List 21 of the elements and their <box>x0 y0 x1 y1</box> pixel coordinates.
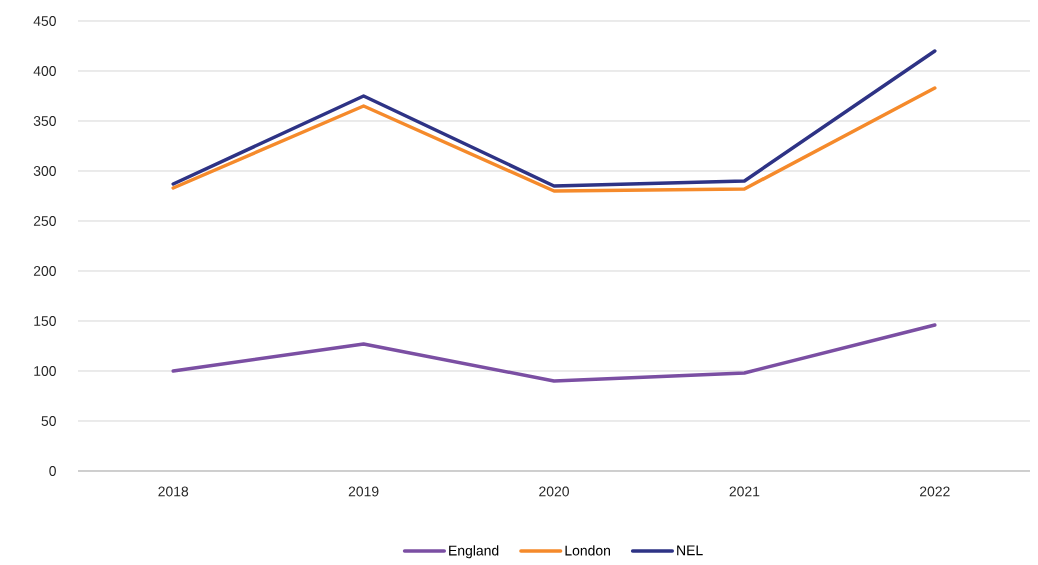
y-tick-label: 0 <box>49 466 56 476</box>
y-tick-label: 450 <box>33 16 56 26</box>
x-tick-label: 2018 <box>158 486 189 497</box>
y-tick-label: 400 <box>33 66 56 76</box>
y-tick-label: 250 <box>33 216 56 226</box>
y-tick-label: 50 <box>41 416 56 426</box>
line-series <box>171 86 937 193</box>
x-tick-label: 2021 <box>729 486 760 497</box>
x-tick-label: 2019 <box>348 486 379 497</box>
line-series <box>171 323 937 383</box>
y-tick-label: 350 <box>33 116 56 126</box>
legend-label: London <box>565 545 610 556</box>
y-tick-label: 300 <box>33 166 56 176</box>
legend-label: England <box>449 545 499 559</box>
x-tick-label: 2022 <box>920 486 950 497</box>
y-tick-label: 100 <box>34 366 56 376</box>
y-tick-label: 150 <box>34 316 56 326</box>
x-tick-label: 2020 <box>539 486 569 497</box>
line-series <box>171 49 937 188</box>
legend-label: NEL <box>677 545 703 556</box>
y-tick-label: 200 <box>33 266 56 276</box>
